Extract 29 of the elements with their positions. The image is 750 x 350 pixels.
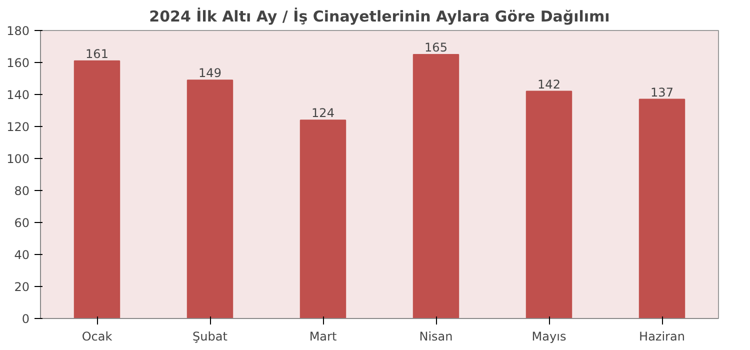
data-label: 165: [424, 40, 448, 54]
bar: [74, 60, 120, 318]
chart-title: 2024 İlk Altı Ay / İş Cinayetlerinin Aylara Göre Dağılımı: [149, 8, 610, 26]
data-label: 161: [86, 46, 108, 61]
data-label: 137: [650, 85, 674, 100]
y-tick-label: 60: [14, 216, 30, 230]
bar: [412, 54, 460, 318]
bar: [638, 98, 686, 318]
x-tick-label: Mart: [309, 330, 337, 344]
data-label: 124: [312, 106, 334, 120]
y-tick-label: 140: [6, 88, 30, 102]
y-tick-label: 40: [14, 248, 30, 262]
x-tick-label: Haziran: [639, 330, 685, 344]
data-label: 142: [538, 77, 560, 92]
y-tick-label: 160: [6, 56, 30, 70]
bar: [300, 120, 346, 318]
x-tick-label: Mayıs: [532, 330, 566, 344]
y-tick-label: 180: [6, 24, 30, 38]
x-tick-label: Ocak: [82, 330, 112, 344]
y-tick-label: 0: [22, 312, 30, 326]
bar: [186, 80, 234, 318]
y-tick-label: 100: [6, 152, 30, 166]
x-tick-label: Nisan: [419, 330, 453, 344]
bar: [526, 90, 572, 318]
x-tick-label: Şubat: [192, 330, 228, 344]
y-tick-label: 120: [6, 120, 30, 134]
y-tick-label: 20: [14, 280, 30, 294]
data-label: 149: [198, 66, 222, 80]
y-tick-label: 80: [14, 184, 30, 198]
